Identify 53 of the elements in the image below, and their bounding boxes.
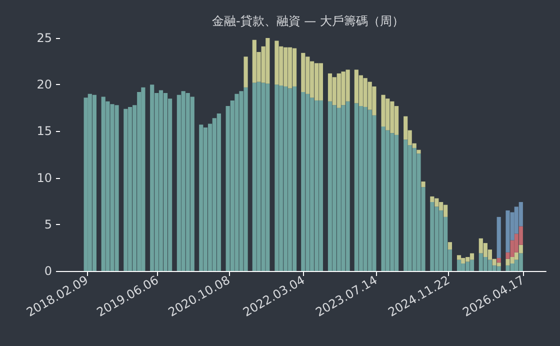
bar (266, 84, 270, 271)
bar (288, 88, 292, 271)
bar (292, 48, 297, 86)
bar (381, 126, 386, 271)
bar (274, 84, 279, 271)
y-tick-label: 20 (36, 78, 52, 92)
bar (318, 63, 323, 100)
bar (158, 90, 164, 271)
bar (190, 96, 194, 271)
bar (461, 264, 466, 271)
bar (470, 253, 474, 260)
bar (163, 92, 168, 271)
bar (404, 140, 408, 271)
bar (456, 260, 462, 271)
bar (216, 113, 221, 271)
bar (372, 86, 376, 116)
y-tick-label: 15 (36, 124, 52, 138)
bar (199, 124, 204, 271)
bar (150, 84, 154, 271)
bar (328, 73, 332, 102)
bar (203, 127, 208, 271)
bar (518, 253, 523, 271)
bar (328, 101, 332, 271)
bar (244, 56, 248, 88)
bar (461, 258, 466, 264)
bar (318, 100, 323, 271)
bar (430, 202, 434, 271)
y-tick-label: 0 (44, 264, 52, 278)
bar (92, 94, 96, 271)
bar (496, 266, 501, 271)
bar (456, 255, 462, 260)
bar (496, 216, 501, 258)
y-tick-label: 25 (36, 31, 52, 45)
bar (84, 98, 88, 271)
bar (496, 262, 501, 266)
bar (141, 87, 146, 271)
bar (430, 196, 434, 202)
y-tick-label: 5 (44, 217, 52, 232)
bar (301, 52, 306, 92)
bar (448, 242, 452, 250)
bar (421, 182, 426, 188)
y-tick-label: 10 (36, 170, 52, 185)
bar (416, 150, 421, 154)
bar (288, 47, 292, 88)
bar (470, 260, 474, 271)
bar (301, 92, 306, 271)
bar (496, 258, 501, 263)
bar (124, 108, 128, 271)
chart-title: 金融-貸款、融資 — 大戶籌碼（周） (212, 14, 404, 28)
bar (266, 38, 270, 84)
bar (274, 40, 279, 85)
bar (292, 86, 297, 271)
bar (381, 94, 386, 127)
